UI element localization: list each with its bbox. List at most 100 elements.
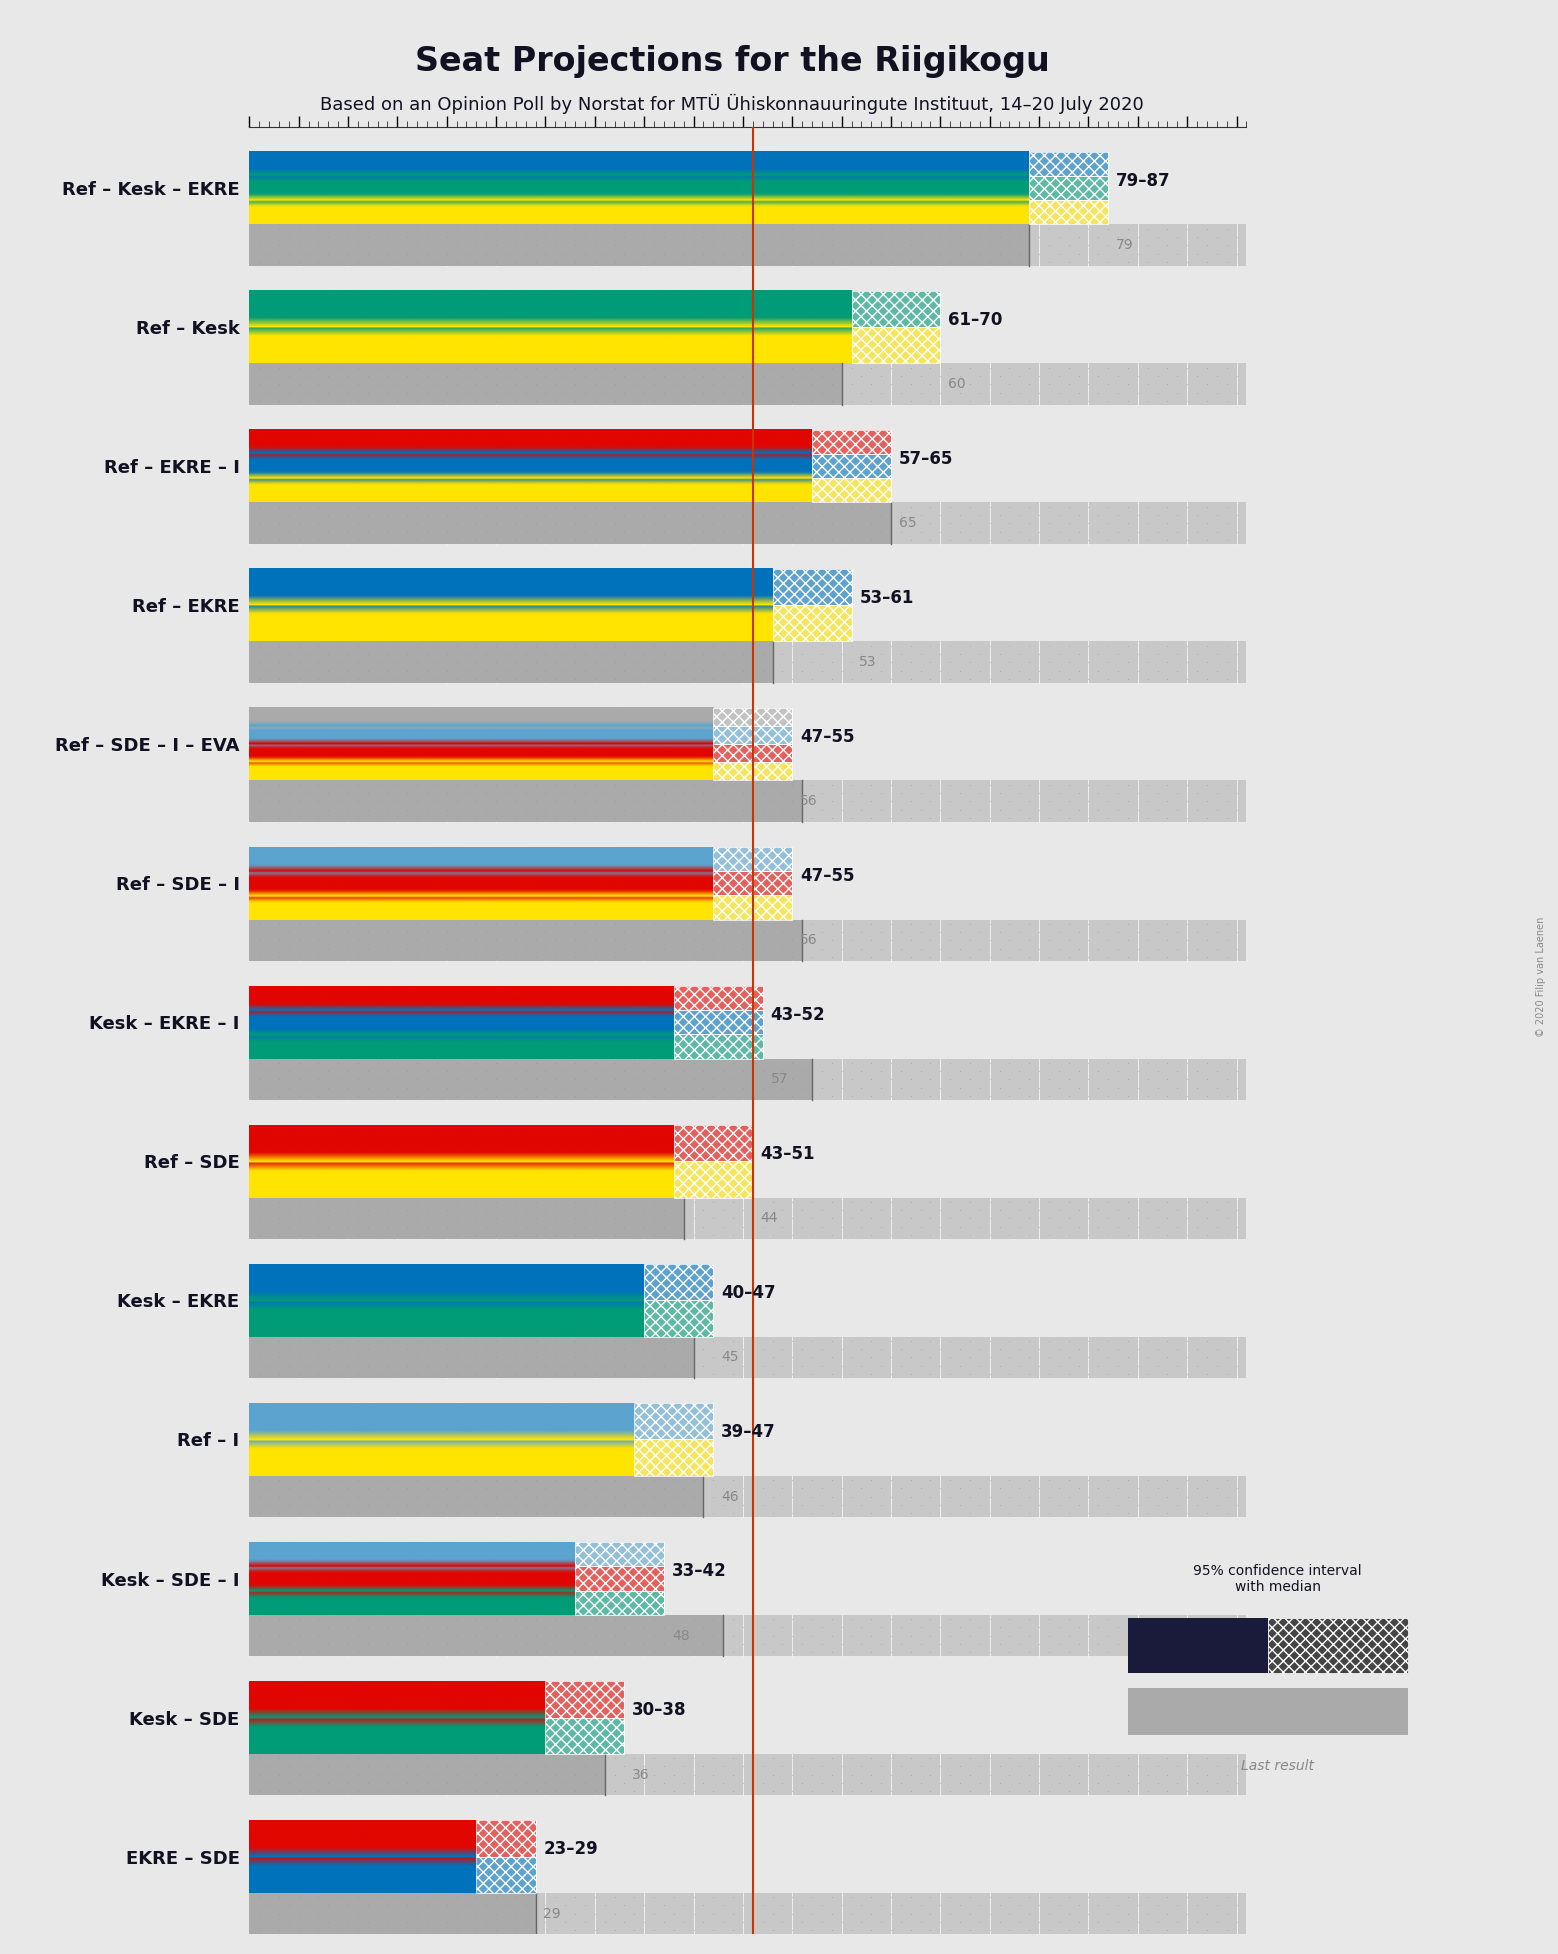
- Point: [474, 1612, 499, 1643]
- Point: [385, 352, 410, 383]
- Point: [918, 1620, 943, 1651]
- Point: [405, 1358, 430, 1389]
- Point: [781, 1186, 805, 1217]
- Point: [385, 629, 410, 660]
- Point: [840, 1497, 865, 1528]
- Point: [464, 1464, 489, 1495]
- Point: [296, 934, 321, 965]
- Bar: [249, 1755, 1246, 1796]
- Point: [661, 385, 686, 416]
- Point: [1077, 1186, 1102, 1217]
- Point: [513, 1350, 538, 1381]
- Point: [326, 524, 351, 555]
- Point: [405, 1759, 430, 1790]
- Point: [385, 662, 410, 694]
- Point: [1214, 508, 1239, 539]
- Point: [1086, 1211, 1111, 1243]
- Point: [899, 1186, 924, 1217]
- Point: [1017, 1497, 1042, 1528]
- Point: [296, 1751, 321, 1782]
- Point: [938, 369, 963, 401]
- Point: [1125, 221, 1150, 252]
- Point: [1125, 1055, 1150, 1086]
- Point: [790, 221, 815, 252]
- Point: [938, 1358, 963, 1389]
- Point: [287, 1325, 312, 1356]
- Point: [1116, 786, 1140, 817]
- Point: [405, 1743, 430, 1774]
- Point: [840, 1342, 865, 1374]
- Point: [1027, 655, 1052, 686]
- Text: 57: 57: [771, 1073, 788, 1086]
- Point: [622, 770, 647, 801]
- Point: [1195, 803, 1220, 834]
- Point: [908, 1628, 933, 1659]
- Point: [542, 1897, 567, 1929]
- Point: [1154, 1602, 1179, 1634]
- Point: [305, 213, 330, 244]
- Point: [346, 803, 371, 834]
- Point: [710, 1055, 735, 1086]
- Point: [820, 803, 844, 834]
- Point: [483, 229, 508, 260]
- Point: [770, 516, 795, 547]
- Point: [701, 1219, 726, 1251]
- Point: [494, 916, 519, 948]
- Point: [424, 942, 449, 973]
- Point: [720, 629, 745, 660]
- Point: [710, 360, 735, 391]
- Point: [820, 229, 844, 260]
- Point: [1036, 1063, 1061, 1094]
- Point: [622, 647, 647, 678]
- Point: [770, 500, 795, 531]
- Point: [810, 655, 835, 686]
- Bar: [812, 479, 891, 502]
- Point: [494, 1333, 519, 1364]
- Point: [879, 1915, 904, 1946]
- Point: [760, 1743, 785, 1774]
- Point: [840, 1776, 865, 1807]
- Point: [316, 1350, 341, 1381]
- Bar: [249, 641, 773, 684]
- Point: [394, 778, 419, 809]
- Point: [444, 1915, 469, 1946]
- Point: [405, 524, 430, 555]
- Text: Last result: Last result: [1242, 1759, 1313, 1772]
- Point: [287, 1063, 312, 1094]
- Point: [661, 786, 686, 817]
- Point: [435, 778, 460, 809]
- Point: [622, 508, 647, 539]
- Point: [622, 1342, 647, 1374]
- Point: [266, 647, 291, 678]
- Point: [622, 1776, 647, 1807]
- Point: [790, 793, 815, 825]
- Point: [820, 1204, 844, 1235]
- Point: [601, 1497, 626, 1528]
- Point: [542, 369, 567, 401]
- Point: [1225, 1628, 1250, 1659]
- Point: [287, 803, 312, 834]
- Point: [671, 1350, 696, 1381]
- Point: [257, 1333, 282, 1364]
- Point: [533, 1473, 558, 1505]
- Point: [246, 369, 271, 401]
- Point: [731, 916, 756, 948]
- Point: [1195, 1776, 1220, 1807]
- Point: [918, 1081, 943, 1112]
- Point: [1184, 793, 1209, 825]
- Point: [1136, 246, 1161, 277]
- Point: [385, 490, 410, 522]
- Point: [997, 1882, 1022, 1913]
- Point: [1077, 1882, 1102, 1913]
- Point: [1116, 647, 1140, 678]
- Point: [781, 1464, 805, 1495]
- Point: [1066, 1766, 1091, 1798]
- Point: [326, 1358, 351, 1389]
- Point: [1006, 1751, 1031, 1782]
- Bar: [545, 1680, 625, 1718]
- Point: [435, 360, 460, 391]
- Point: [316, 934, 341, 965]
- Point: [523, 1637, 548, 1669]
- Point: [346, 1342, 371, 1374]
- Point: [899, 1325, 924, 1356]
